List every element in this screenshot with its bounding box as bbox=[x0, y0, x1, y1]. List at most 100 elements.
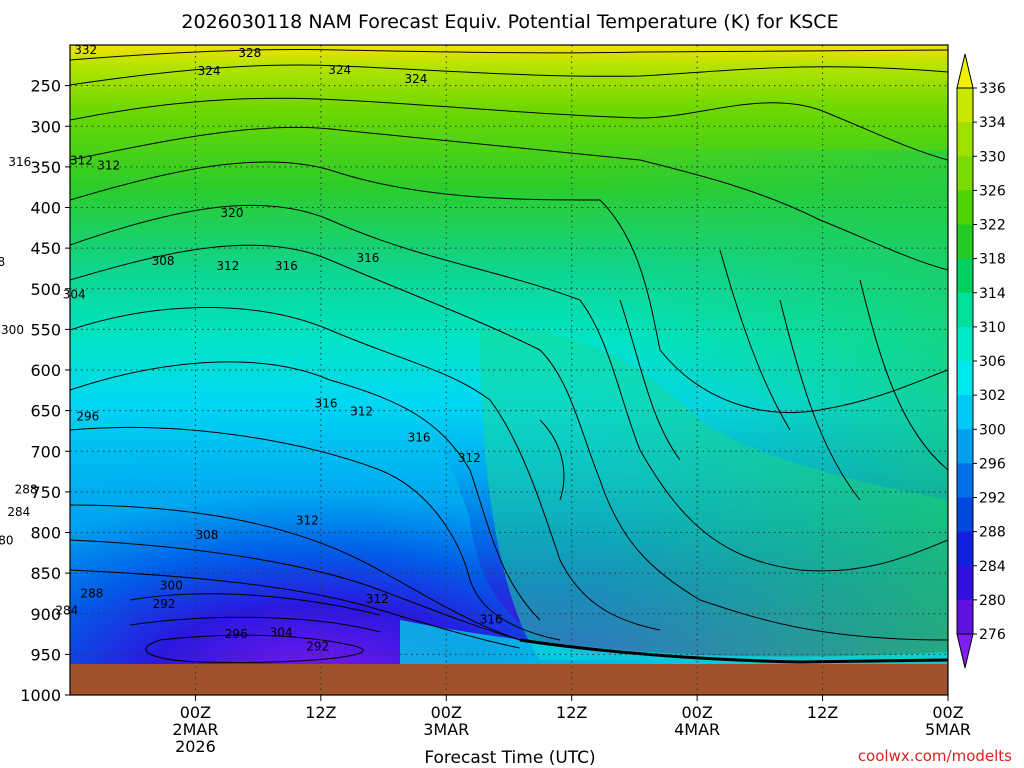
contour-label: 288 bbox=[15, 482, 38, 496]
y-tick-label: 800 bbox=[30, 524, 61, 543]
colorbar-swatch bbox=[957, 292, 973, 328]
contour-label: 312 bbox=[216, 259, 239, 273]
contour-label: 316 bbox=[315, 396, 338, 410]
x-tick-label: 00Z bbox=[681, 703, 712, 722]
x-tick-label: 5MAR bbox=[925, 720, 971, 739]
y-tick-label: 900 bbox=[30, 605, 61, 624]
colorbar-swatch bbox=[957, 599, 973, 635]
contour-labels: 3323283243243243163123123203083083123163… bbox=[0, 43, 503, 653]
y-tick-label: 550 bbox=[30, 320, 61, 339]
colorbar-label: 284 bbox=[979, 559, 1006, 575]
colorbar-swatch bbox=[957, 224, 973, 260]
x-tick-label: 12Z bbox=[556, 703, 587, 722]
y-tick-label: 650 bbox=[30, 402, 61, 421]
colorbar-swatch bbox=[957, 463, 973, 498]
contour-label: 304 bbox=[270, 625, 293, 639]
contour-label: 304 bbox=[63, 287, 86, 301]
contour-label: 292 bbox=[153, 597, 176, 611]
colorbar-label: 322 bbox=[979, 218, 1006, 234]
colorbar-label: 300 bbox=[979, 422, 1006, 438]
contour-label: 332 bbox=[74, 43, 97, 57]
contour-label: 316 bbox=[408, 430, 431, 444]
colorbar-swatch bbox=[957, 565, 973, 601]
contour-label: 312 bbox=[366, 592, 389, 606]
y-tick-label: 600 bbox=[30, 361, 61, 380]
colorbar-top-arrow bbox=[956, 53, 974, 89]
y-tick-label: 500 bbox=[30, 280, 61, 299]
contour-label: 312 bbox=[458, 451, 481, 465]
colorbar-swatch bbox=[957, 326, 973, 362]
contour-label: 308 bbox=[195, 528, 218, 542]
y-tick-label: 750 bbox=[30, 483, 61, 502]
x-tick-label: 00Z bbox=[180, 703, 211, 722]
colorbar-label: 334 bbox=[979, 115, 1006, 131]
colorbar-swatch bbox=[957, 190, 973, 225]
y-tick-label: 700 bbox=[30, 442, 61, 461]
source-label: coolwx.com/modelts bbox=[858, 747, 1012, 765]
contour-label: 308 bbox=[152, 254, 175, 268]
y-tick-label: 450 bbox=[30, 239, 61, 258]
contour-label: 316 bbox=[356, 251, 379, 265]
x-tick-label: 00Z bbox=[431, 703, 462, 722]
y-tick-label: 1000 bbox=[20, 686, 61, 705]
contour-label: 328 bbox=[238, 46, 261, 60]
colorbar-label: 306 bbox=[979, 354, 1006, 370]
y-tick-label: 350 bbox=[30, 158, 61, 177]
colorbar-label: 326 bbox=[979, 183, 1006, 199]
colorbar-label: 330 bbox=[979, 149, 1006, 165]
colorbar-bottom-arrow bbox=[956, 633, 974, 669]
x-tick-label: 3MAR bbox=[423, 720, 469, 739]
colorbar-label: 314 bbox=[979, 286, 1006, 302]
contour-label: 300 bbox=[1, 323, 24, 337]
contour-label: 320 bbox=[221, 206, 244, 220]
contour-label: 316 bbox=[480, 612, 503, 626]
y-tick-label: 400 bbox=[30, 199, 61, 218]
colorbar-label: 288 bbox=[979, 525, 1006, 541]
y-tick-label: 300 bbox=[30, 117, 61, 136]
contour-label: 296 bbox=[76, 409, 99, 423]
chart-title: 2026030118 NAM Forecast Equiv. Potential… bbox=[181, 11, 838, 33]
colorbar: 336 334 330 326 322 318 314 310 306 302 300 296 292 2… bbox=[956, 53, 1006, 669]
contour-label: 312 bbox=[70, 153, 93, 167]
contour-label: 312 bbox=[296, 513, 319, 527]
y-tick-label: 950 bbox=[30, 645, 61, 664]
y-tick-label: 250 bbox=[30, 77, 61, 96]
colorbar-swatch bbox=[957, 88, 973, 123]
colorbar-swatch bbox=[957, 156, 973, 191]
contour-label: 288 bbox=[80, 586, 103, 600]
colorbar-swatch bbox=[957, 497, 973, 533]
colorbar-label: 336 bbox=[979, 81, 1006, 97]
x-tick-label: 4MAR bbox=[674, 720, 720, 739]
colorbar-label: 280 bbox=[979, 593, 1006, 609]
contour-label: 316 bbox=[8, 155, 31, 169]
contour-label: 296 bbox=[225, 627, 248, 641]
colorbar-swatch bbox=[957, 395, 973, 430]
x-tick-label: 00Z bbox=[932, 703, 963, 722]
colorbar-label: 276 bbox=[979, 627, 1006, 643]
contour-label: 316 bbox=[275, 259, 298, 273]
colorbar-label: 310 bbox=[979, 320, 1006, 336]
x-tick-label: 2026 bbox=[175, 737, 216, 756]
x-axis-title: Forecast Time (UTC) bbox=[424, 748, 595, 768]
x-tick-label: 12Z bbox=[807, 703, 838, 722]
colorbar-swatch bbox=[957, 258, 973, 294]
theta-e-field bbox=[70, 45, 948, 695]
contour-label: 292 bbox=[306, 639, 329, 653]
ground-surface bbox=[70, 664, 948, 695]
contour-label: 324 bbox=[198, 64, 221, 78]
y-axis: 250 300 350 400 450 500 550 600 650 700 750 800 850 9… bbox=[20, 77, 70, 705]
colorbar-label: 292 bbox=[979, 491, 1006, 507]
colorbar-swatch bbox=[957, 429, 973, 464]
contour-label: 284 bbox=[55, 604, 78, 618]
contour-label: 324 bbox=[405, 72, 428, 86]
colorbar-label: 318 bbox=[979, 252, 1006, 268]
contour-label: 312 bbox=[350, 404, 373, 418]
grid-lines bbox=[70, 45, 949, 696]
y-tick-label: 850 bbox=[30, 564, 61, 583]
colorbar-swatch bbox=[957, 531, 973, 567]
colorbar-label: 296 bbox=[979, 456, 1006, 472]
colorbar-swatch bbox=[957, 122, 973, 157]
colorbar-label: 302 bbox=[979, 388, 1006, 404]
